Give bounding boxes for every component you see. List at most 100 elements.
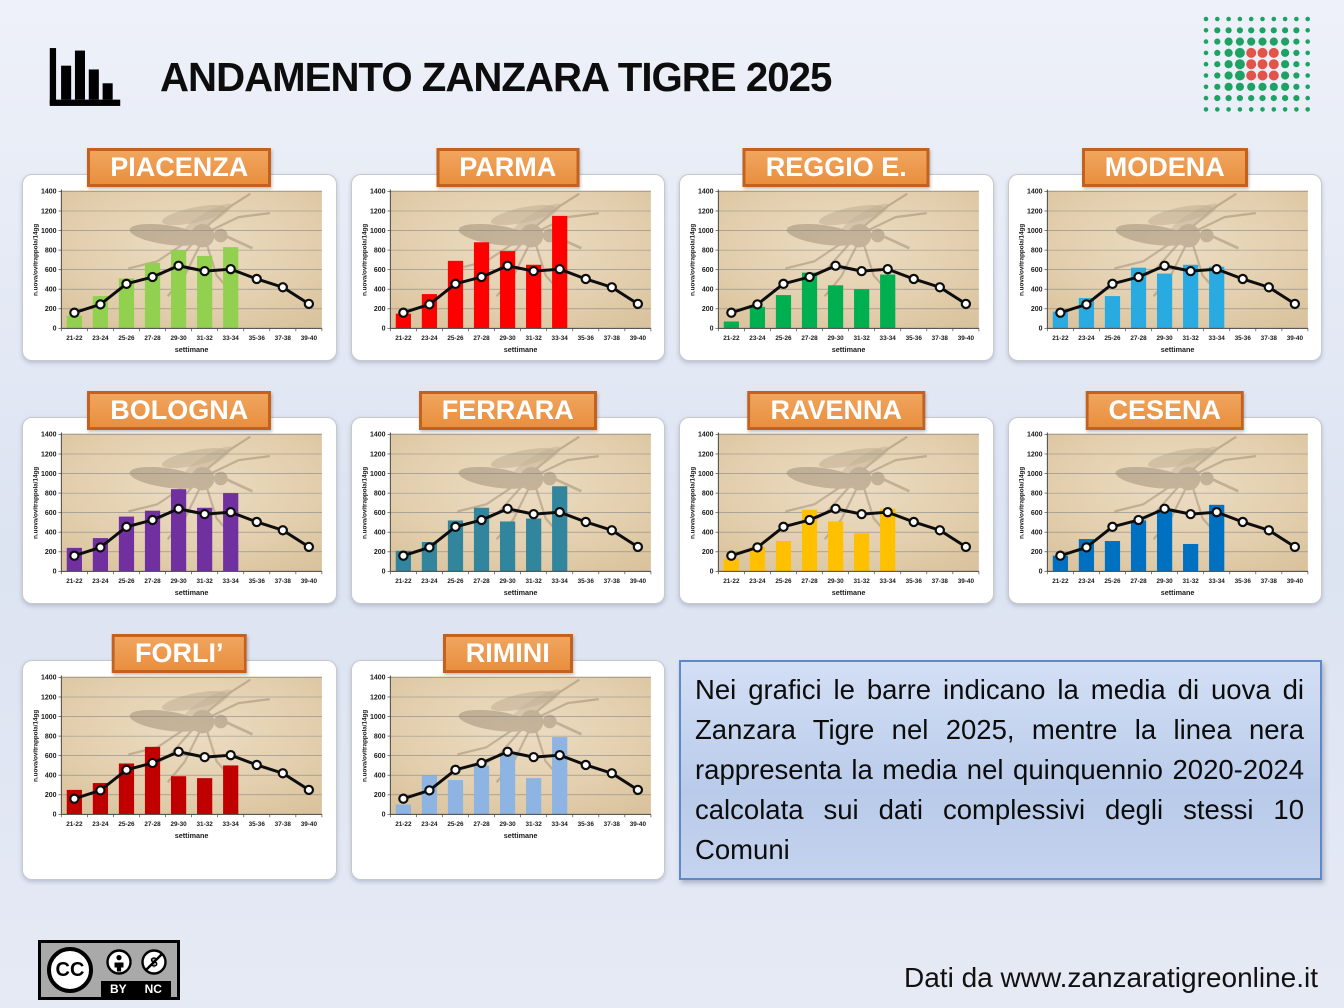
chart-rimini: 0 200 400 600 800 1000 1200 1400 21-22 23-24 25-26… <box>361 674 651 840</box>
svg-text:27-28: 27-28 <box>1130 578 1147 585</box>
svg-text:600: 600 <box>45 510 57 517</box>
svg-text:39-40: 39-40 <box>629 578 646 585</box>
svg-text:n.uova/ovitrappola/14gg: n.uova/ovitrappola/14gg <box>1018 467 1025 539</box>
svg-text:0: 0 <box>381 569 385 576</box>
chart-title-ravenna: RAVENNA <box>747 390 926 430</box>
svg-text:31-32: 31-32 <box>1182 335 1199 342</box>
svg-text:600: 600 <box>373 267 385 274</box>
svg-text:29-30: 29-30 <box>827 578 844 585</box>
svg-text:37-38: 37-38 <box>603 821 620 828</box>
chart-title-modena: MODENA <box>1081 148 1248 187</box>
cc-by-person-icon <box>105 949 132 975</box>
svg-text:21-22: 21-22 <box>66 335 83 342</box>
svg-text:1000: 1000 <box>41 471 57 478</box>
svg-text:27-28: 27-28 <box>801 578 818 585</box>
svg-text:33-34: 33-34 <box>223 335 240 342</box>
svg-text:35-36: 35-36 <box>906 335 923 342</box>
svg-text:21-22: 21-22 <box>1052 335 1069 342</box>
svg-text:25-26: 25-26 <box>775 335 792 342</box>
svg-text:600: 600 <box>702 267 714 274</box>
svg-text:1000: 1000 <box>41 228 57 235</box>
svg-text:0: 0 <box>53 811 57 818</box>
svg-text:200: 200 <box>45 549 57 556</box>
chart-card-rimini: RIMINI <box>350 633 665 881</box>
svg-text:settimane: settimane <box>832 345 866 354</box>
svg-text:0: 0 <box>710 569 714 576</box>
svg-text:33-34: 33-34 <box>551 335 568 342</box>
svg-text:0: 0 <box>381 326 385 333</box>
svg-text:25-26: 25-26 <box>447 578 464 585</box>
svg-text:1000: 1000 <box>1026 228 1042 235</box>
chart-title-bologna: BOLOGNA <box>87 390 272 430</box>
svg-text:35-36: 35-36 <box>249 578 266 585</box>
svg-text:400: 400 <box>45 772 57 779</box>
cc-by-label: BY <box>109 982 127 996</box>
chart-title-parma: PARMA <box>436 148 580 187</box>
svg-text:0: 0 <box>710 326 714 333</box>
svg-text:35-36: 35-36 <box>577 335 594 342</box>
svg-text:25-26: 25-26 <box>1104 578 1121 585</box>
svg-text:21-22: 21-22 <box>66 821 83 828</box>
svg-text:37-38: 37-38 <box>275 335 292 342</box>
slide-header: ANDAMENTO ZANZARA TIGRE 2025 <box>0 0 1344 128</box>
chart-card-ravenna: RAVENNA <box>679 390 994 604</box>
svg-text:21-22: 21-22 <box>723 578 740 585</box>
svg-text:n.uova/ovitrappola/14gg: n.uova/ovitrappola/14gg <box>361 467 368 539</box>
svg-text:1200: 1200 <box>369 451 385 458</box>
svg-text:0: 0 <box>381 811 385 818</box>
svg-text:39-40: 39-40 <box>958 578 975 585</box>
svg-text:25-26: 25-26 <box>447 821 464 828</box>
svg-text:400: 400 <box>373 287 385 294</box>
chart-card-forli: FORLI’ <box>22 633 337 881</box>
svg-text:n.uova/ovitrappola/14gg: n.uova/ovitrappola/14gg <box>1018 224 1025 296</box>
svg-text:1200: 1200 <box>1026 451 1042 458</box>
svg-text:n.uova/ovitrappola/14gg: n.uova/ovitrappola/14gg <box>33 709 40 781</box>
svg-text:37-38: 37-38 <box>603 335 620 342</box>
chart-title-piacenza: PIACENZA <box>87 148 272 187</box>
svg-text:33-34: 33-34 <box>1208 335 1225 342</box>
svg-text:1200: 1200 <box>41 694 57 701</box>
svg-text:1000: 1000 <box>698 471 714 478</box>
svg-text:29-30: 29-30 <box>499 578 516 585</box>
svg-text:1400: 1400 <box>41 432 57 439</box>
svg-text:23-24: 23-24 <box>749 335 766 342</box>
svg-text:29-30: 29-30 <box>170 335 187 342</box>
svg-text:23-24: 23-24 <box>92 578 109 585</box>
svg-text:37-38: 37-38 <box>932 578 949 585</box>
svg-text:27-28: 27-28 <box>1130 335 1147 342</box>
svg-text:800: 800 <box>702 490 714 497</box>
svg-text:31-32: 31-32 <box>197 335 214 342</box>
chart-bologna: 0 200 400 600 800 1000 1200 1400 21-22 23-24 25-26… <box>33 432 323 597</box>
svg-text:200: 200 <box>373 792 385 799</box>
svg-text:33-34: 33-34 <box>1208 578 1225 585</box>
svg-text:settimane: settimane <box>832 588 866 597</box>
svg-text:settimane: settimane <box>175 588 209 597</box>
slide-footer: CC $ BY NC Dati da www.zanzaratigreonlin <box>38 940 1318 1000</box>
cc-icon: CC <box>47 947 93 993</box>
svg-text:31-32: 31-32 <box>197 821 214 828</box>
svg-text:400: 400 <box>702 287 714 294</box>
svg-text:400: 400 <box>373 529 385 536</box>
chart-card-parma: PARMA <box>350 148 665 361</box>
svg-text:0: 0 <box>1038 326 1042 333</box>
svg-text:n.uova/ovitrappola/14gg: n.uova/ovitrappola/14gg <box>361 224 368 296</box>
svg-text:600: 600 <box>45 267 57 274</box>
svg-text:1400: 1400 <box>1026 189 1042 196</box>
svg-text:31-32: 31-32 <box>525 821 542 828</box>
chart-card-ferrara: FERRARA <box>350 390 665 604</box>
svg-text:n.uova/ovitrappola/14gg: n.uova/ovitrappola/14gg <box>33 467 40 539</box>
dot-matrix-logo <box>1203 16 1310 112</box>
svg-text:800: 800 <box>702 247 714 254</box>
svg-text:21-22: 21-22 <box>395 335 412 342</box>
svg-text:23-24: 23-24 <box>92 335 109 342</box>
svg-text:31-32: 31-32 <box>525 578 542 585</box>
svg-text:27-28: 27-28 <box>473 335 490 342</box>
svg-text:settimane: settimane <box>503 831 537 840</box>
svg-text:31-32: 31-32 <box>525 335 542 342</box>
svg-text:35-36: 35-36 <box>249 335 266 342</box>
legend-note-box: Nei grafici le barre indicano la media d… <box>679 659 1322 881</box>
svg-text:23-24: 23-24 <box>92 821 109 828</box>
chart-cesena: 0 200 400 600 800 1000 1200 1400 21-22 23-24 25-26… <box>1018 432 1308 597</box>
svg-text:31-32: 31-32 <box>854 578 871 585</box>
svg-text:800: 800 <box>373 733 385 740</box>
